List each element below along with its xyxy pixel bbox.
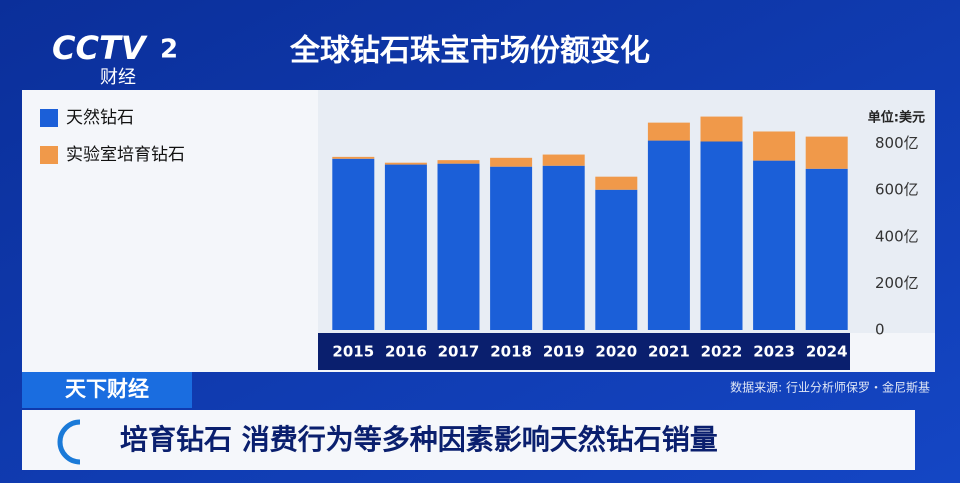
program-name: 天下财经 xyxy=(65,377,149,401)
ticker-icon xyxy=(57,419,81,465)
bar-segment xyxy=(647,140,690,330)
source: 数据来源: 行业分析师保罗・金尼斯基 xyxy=(730,380,930,395)
ticker-bar xyxy=(22,410,915,470)
x-tick-label: 2016 xyxy=(385,343,427,361)
x-tick-label: 2024 xyxy=(806,343,848,361)
bar-segment xyxy=(700,116,743,142)
x-tick-label: 2023 xyxy=(753,343,795,361)
bar-segment xyxy=(805,168,848,330)
ticker-text: 培育钻石 消费行为等多种因素影响天然钻石销量 xyxy=(120,423,718,456)
logo-channel: 2 xyxy=(160,35,178,65)
bar-segment xyxy=(384,164,427,330)
x-tick-label: 2018 xyxy=(490,343,532,361)
bar-segment xyxy=(384,162,427,165)
legend-label: 实验室培育钻石 xyxy=(66,145,185,165)
legend-label: 天然钻石 xyxy=(66,108,134,128)
x-tick-label: 2017 xyxy=(438,343,480,361)
bar-segment xyxy=(437,163,480,330)
bar-segment xyxy=(437,160,480,164)
bar-segment xyxy=(595,189,638,330)
y-tick-label: 200亿 xyxy=(875,274,919,292)
legend-swatch xyxy=(40,146,58,164)
header-title: 全球钻石珠宝市场份额变化 xyxy=(289,34,650,69)
logo-name: 财经 xyxy=(100,67,136,88)
bar-segment xyxy=(805,136,848,169)
bar-segment xyxy=(753,160,796,330)
logo: CCTV xyxy=(52,29,148,67)
y-tick-label: 400亿 xyxy=(875,227,919,245)
bar-segment xyxy=(542,165,585,330)
bar-segment xyxy=(490,157,533,167)
bar-segment xyxy=(647,122,690,141)
unit-label: 单位:美元 xyxy=(868,110,925,126)
bar-segment xyxy=(595,176,638,190)
bar-segment xyxy=(332,156,375,159)
x-tick-label: 2020 xyxy=(595,343,637,361)
bar-segment xyxy=(332,158,375,330)
x-tick-label: 2021 xyxy=(648,343,690,361)
y-tick-label: 800亿 xyxy=(875,134,919,152)
program-tag xyxy=(22,372,192,408)
bar-segment xyxy=(753,131,796,161)
bar-segment xyxy=(542,154,585,166)
legend-swatch xyxy=(40,109,58,127)
y-tick-label: 0 xyxy=(875,321,885,339)
x-tick-label: 2022 xyxy=(701,343,743,361)
x-tick-label: 2015 xyxy=(332,343,374,361)
y-tick-label: 600亿 xyxy=(875,181,919,199)
bar-segment xyxy=(490,166,533,330)
x-tick-label: 2019 xyxy=(543,343,585,361)
bar-segment xyxy=(700,141,743,330)
category-band xyxy=(318,333,850,370)
